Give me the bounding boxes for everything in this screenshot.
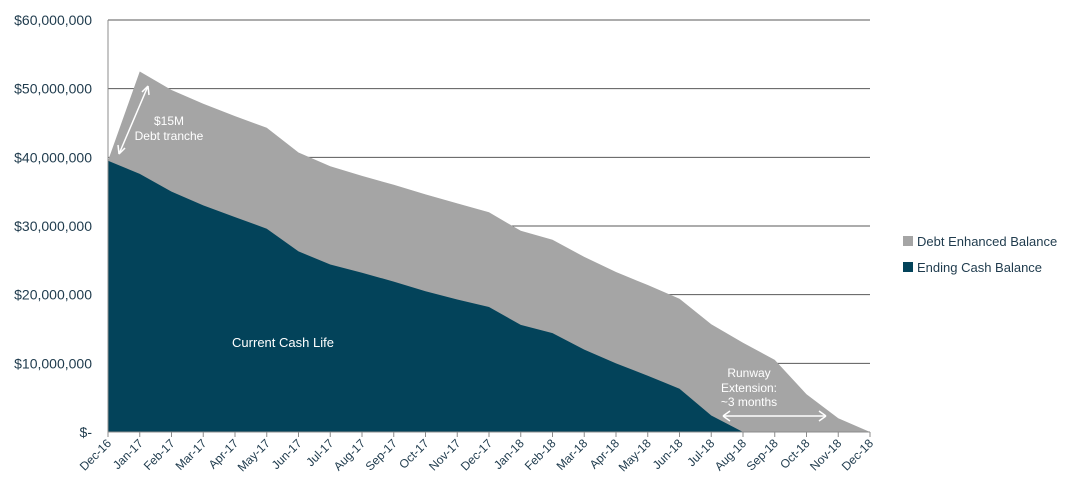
legend: Debt Enhanced Balance Ending Cash Balanc… [903,228,1057,280]
y-tick-label: $- [80,424,93,440]
legend-label-debt-enhanced: Debt Enhanced Balance [917,233,1058,249]
debt-tranche-label: Debt tranche [135,129,204,143]
y-tick-label: $40,000,000 [14,149,92,165]
debt-tranche-arrowhead [117,144,126,155]
x-tick-label: Aug-18 [712,436,749,473]
plot-areas [108,71,870,432]
x-tick-label: Nov-17 [426,436,463,473]
runway-extension-arrowhead [818,410,827,422]
area-ending-cash [108,160,870,432]
x-tick-label: Oct-17 [396,436,432,472]
x-tick-label: Dec-17 [458,436,495,473]
y-axis-ticks: $- $10,000,000 $20,000,000 $30,000,000 $40,0… [14,12,92,440]
debt-tranche-arrowhead [141,85,150,96]
runway-extension-label: ~3 months [721,395,777,409]
debt-tranche-label: $15M [154,114,184,128]
runway-extension-label: Runway [727,366,770,380]
x-tick-label: Dec-16 [77,436,114,473]
x-tick-label: May-17 [235,436,273,474]
x-tick-label: Mar-17 [173,436,210,473]
axes [107,20,871,437]
x-tick-label: Sep-18 [744,436,781,473]
y-tick-label: $50,000,000 [14,81,92,97]
legend-item-debt-enhanced: Debt Enhanced Balance [903,228,1057,254]
x-tick-label: Feb-17 [141,436,178,473]
y-tick-label: $20,000,000 [14,287,92,303]
runway-extension-label: Extension: [721,381,777,395]
x-tick-label: Dec-18 [839,436,876,473]
legend-item-ending-cash: Ending Cash Balance [903,254,1057,280]
legend-label-ending-cash: Ending Cash Balance [917,259,1043,275]
legend-swatch-debt-enhanced [903,236,913,246]
x-tick-label: Mar-18 [554,436,591,473]
y-tick-label: $10,000,000 [14,355,92,371]
current-cash-life-label: Current Cash Life [232,335,334,350]
x-tick-label: Jun-18 [650,436,686,472]
x-tick-label: Oct-18 [777,436,813,472]
x-tick-label: Jan-18 [491,436,527,472]
x-tick-label: Jan-17 [110,436,146,472]
x-tick-label: May-18 [616,436,654,474]
legend-swatch-ending-cash [903,262,913,272]
x-tick-label: Feb-18 [522,436,559,473]
debt-tranche-arrow [118,85,149,155]
x-tick-label: Nov-18 [807,436,844,473]
x-tick-label: Jun-17 [269,436,305,472]
y-tick-label: $30,000,000 [14,218,92,234]
y-tick-label: $60,000,000 [14,12,92,28]
x-tick-label: Aug-17 [331,436,368,473]
runway-extension-arrowhead [722,410,731,422]
x-tick-label: Sep-17 [363,436,400,473]
x-axis-ticks: Dec-16Jan-17Feb-17Mar-17Apr-17May-17Jun-… [77,436,876,474]
